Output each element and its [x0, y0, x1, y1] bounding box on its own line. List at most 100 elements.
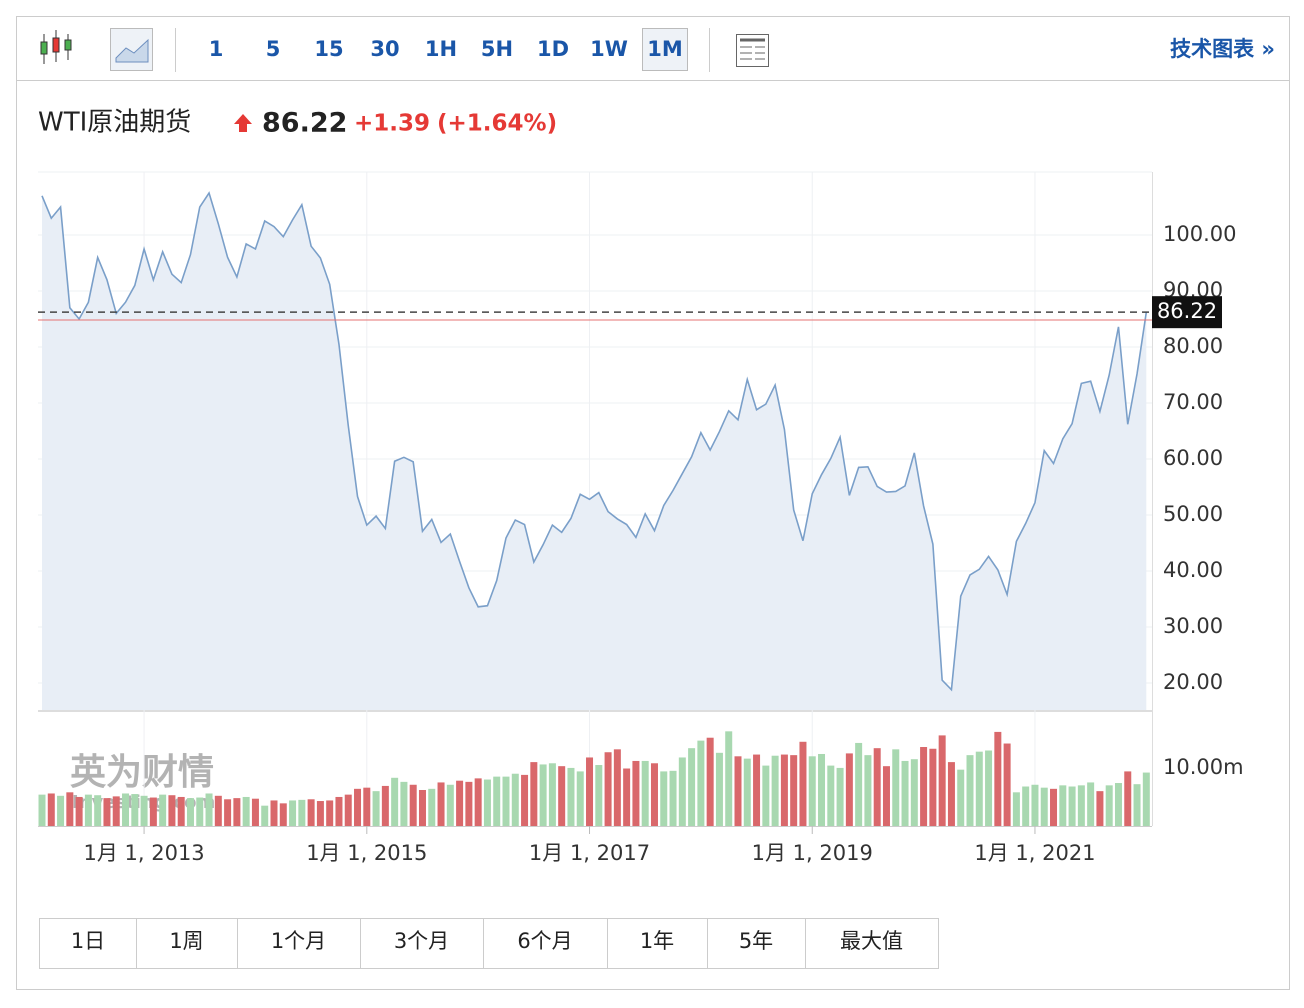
volume-bar	[725, 731, 733, 826]
interval-button[interactable]: 5	[266, 37, 281, 61]
x-tick-label: 1月 1, 2015	[306, 841, 427, 865]
x-tick-label: 1月 1, 2021	[974, 841, 1095, 865]
volume-bar	[539, 764, 547, 826]
volume-bar	[335, 796, 343, 826]
volume-bar	[456, 780, 464, 826]
y-tick-label: 100.00	[1163, 222, 1236, 246]
volume-bar	[233, 798, 241, 826]
volume-bar	[131, 794, 139, 826]
volume-bar	[604, 752, 612, 826]
volume-bar	[1077, 785, 1085, 826]
volume-bar	[1040, 787, 1048, 826]
volume-bar	[428, 788, 436, 826]
volume-bar	[214, 795, 222, 826]
volume-bar	[1142, 772, 1150, 826]
interval-button[interactable]: 5H	[481, 37, 513, 61]
volume-bar	[892, 749, 900, 826]
area-fill	[42, 193, 1147, 710]
volume-bar	[873, 748, 881, 826]
line-chart-icon[interactable]	[110, 28, 153, 71]
volume-bar	[957, 769, 965, 826]
table-icon[interactable]	[736, 34, 769, 67]
range-button[interactable]: 1日	[71, 929, 105, 953]
volume-bar	[586, 757, 594, 826]
interval-button[interactable]: 1H	[425, 37, 457, 61]
change: +1.39	[354, 111, 430, 137]
volume-bar	[177, 796, 185, 826]
interval-button[interactable]: 1M	[647, 37, 683, 61]
x-tick-label: 1月 1, 2019	[752, 841, 873, 865]
range-button[interactable]: 1年	[640, 929, 674, 953]
volume-bar	[354, 788, 362, 826]
volume-bar	[994, 731, 1002, 826]
volume-bar	[1068, 786, 1076, 826]
volume-bar	[910, 759, 918, 826]
volume-bar	[502, 776, 510, 826]
volume-bar	[372, 791, 380, 826]
volume-bar	[827, 765, 835, 826]
range-button[interactable]: 最大值	[840, 929, 903, 953]
volume-bar	[316, 801, 324, 826]
range-button[interactable]: 5年	[739, 929, 773, 953]
y-tick-label: 40.00	[1163, 558, 1223, 582]
volume-bar	[558, 766, 566, 826]
volume-bar	[344, 794, 352, 826]
volume-bar	[836, 767, 844, 826]
range-bar	[39, 918, 939, 969]
volume-bar	[75, 796, 83, 826]
volume-bar	[818, 753, 826, 826]
volume-bar	[743, 758, 751, 826]
interval-button[interactable]: 1	[209, 37, 224, 61]
volume-bar	[186, 798, 194, 826]
volume-bar	[938, 735, 946, 826]
volume-bar	[799, 741, 807, 826]
volume-tick-label: 10.00m	[1163, 755, 1244, 779]
volume-bar	[326, 800, 334, 826]
volume-bar	[474, 778, 482, 826]
volume-bar	[66, 792, 74, 826]
range-button[interactable]: 1个月	[271, 929, 326, 953]
interval-button[interactable]: 1W	[590, 37, 628, 61]
volume-bar	[753, 754, 761, 826]
instrument-title: WTI原油期货	[38, 108, 191, 138]
interval-button[interactable]: 15	[314, 37, 343, 61]
volume-bar	[688, 748, 696, 826]
volume-bar	[261, 805, 269, 826]
volume-bar	[1105, 785, 1113, 826]
volume-bar	[845, 753, 853, 826]
volume-bar	[47, 793, 55, 826]
volume-bar	[511, 773, 519, 826]
x-tick-label: 1月 1, 2017	[529, 841, 650, 865]
volume-bar	[901, 760, 909, 826]
y-tick-label: 80.00	[1163, 334, 1223, 358]
volume-bar	[363, 787, 371, 826]
volume-bar	[1022, 786, 1030, 826]
volume-bar	[762, 765, 770, 826]
interval-button[interactable]: 1D	[537, 37, 569, 61]
volume-bar	[103, 798, 111, 826]
volume-bar	[1133, 784, 1141, 826]
candle-icon[interactable]	[40, 30, 72, 64]
range-button[interactable]: 1周	[169, 929, 203, 953]
range-button[interactable]: 6个月	[517, 929, 572, 953]
volume-bar	[650, 763, 658, 826]
x-tick-label: 1月 1, 2013	[83, 841, 204, 865]
volume-bar	[678, 757, 686, 826]
watermark: 英为财情	[70, 752, 214, 793]
technical-chart-link[interactable]: 技术图表 »	[1170, 37, 1275, 61]
volume-bar	[715, 752, 723, 826]
volume-bar	[409, 784, 417, 826]
interval-button[interactable]: 30	[370, 37, 399, 61]
volume-bar	[595, 765, 603, 826]
volume-bar	[57, 795, 65, 826]
price-line	[41, 191, 1148, 692]
range-button[interactable]: 3个月	[394, 929, 449, 953]
volume-bar	[251, 798, 259, 826]
volume-bar	[641, 760, 649, 826]
volume-bar	[140, 795, 148, 826]
volume-bar	[122, 793, 130, 826]
volume-bar	[1124, 771, 1132, 826]
volume-bar	[38, 794, 46, 826]
volume-bar	[808, 756, 816, 826]
